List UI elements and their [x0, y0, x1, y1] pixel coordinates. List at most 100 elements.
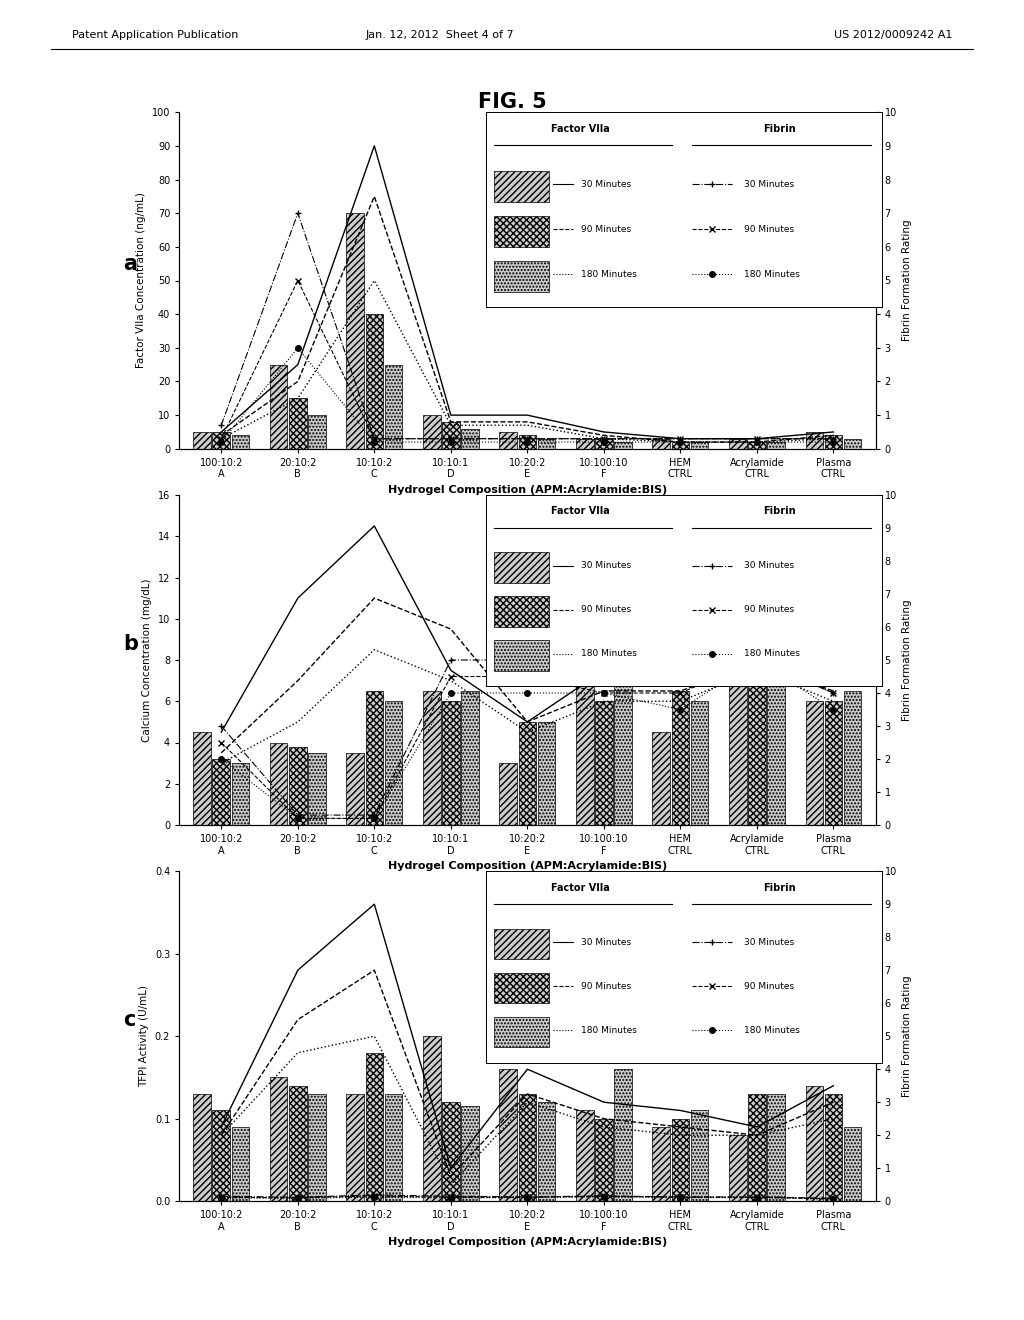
Bar [767, 442, 784, 449]
Bar [461, 1106, 479, 1201]
Bar [308, 752, 326, 825]
Bar [366, 314, 383, 449]
Bar [308, 1094, 326, 1201]
Bar [824, 701, 842, 825]
Bar [729, 1135, 746, 1201]
Text: Fibrin: Fibrin [763, 124, 796, 133]
Bar [346, 752, 364, 825]
Text: Jan. 12, 2012  Sheet 4 of 7: Jan. 12, 2012 Sheet 4 of 7 [366, 30, 515, 41]
Bar [385, 701, 402, 825]
Bar [729, 660, 746, 825]
Bar [844, 438, 861, 449]
Bar [494, 552, 549, 583]
Bar [442, 701, 460, 825]
Bar [213, 1110, 230, 1201]
Bar [806, 1085, 823, 1201]
Bar [538, 438, 555, 449]
Bar [494, 640, 549, 671]
Bar [346, 1094, 364, 1201]
Bar [461, 690, 479, 825]
Bar [385, 1094, 402, 1201]
Y-axis label: Fibrin Formation Rating: Fibrin Formation Rating [902, 219, 912, 342]
Text: 180 Minutes: 180 Minutes [581, 1026, 637, 1035]
Bar [691, 1110, 709, 1201]
Bar [652, 1127, 670, 1201]
Y-axis label: Factor VIIa Concentration (ng/mL): Factor VIIa Concentration (ng/mL) [136, 193, 146, 368]
Y-axis label: Fibrin Formation Rating: Fibrin Formation Rating [902, 975, 912, 1097]
Bar [442, 422, 460, 449]
Bar [672, 1119, 689, 1201]
Bar [575, 1110, 594, 1201]
Bar [652, 438, 670, 449]
Bar [729, 438, 746, 449]
Bar [231, 763, 249, 825]
Bar [614, 1069, 632, 1201]
Bar [749, 1094, 766, 1201]
Text: 90 Minutes: 90 Minutes [743, 982, 794, 990]
Bar [494, 215, 549, 247]
Text: Fibrin: Fibrin [763, 507, 796, 516]
Bar [844, 690, 861, 825]
Bar [461, 429, 479, 449]
Bar [518, 1094, 537, 1201]
Bar [194, 432, 211, 449]
Bar [500, 1069, 517, 1201]
Bar [518, 436, 537, 449]
Bar [767, 649, 784, 825]
Text: c: c [123, 1010, 135, 1030]
Bar [423, 690, 440, 825]
Text: Factor VIIa: Factor VIIa [552, 883, 610, 892]
Bar [231, 436, 249, 449]
Bar [538, 722, 555, 825]
Text: 180 Minutes: 180 Minutes [743, 649, 800, 659]
Text: 90 Minutes: 90 Minutes [743, 224, 794, 234]
Bar [308, 414, 326, 449]
Bar [575, 681, 594, 825]
X-axis label: Hydrogel Composition (APM:Acrylamide:BIS): Hydrogel Composition (APM:Acrylamide:BIS… [388, 484, 667, 495]
Text: 90 Minutes: 90 Minutes [581, 224, 631, 234]
Bar [213, 759, 230, 825]
Bar [500, 432, 517, 449]
Text: 180 Minutes: 180 Minutes [581, 269, 637, 279]
Bar [494, 170, 549, 202]
Text: Factor VIIa: Factor VIIa [552, 507, 610, 516]
Bar [289, 1085, 306, 1201]
Bar [824, 436, 842, 449]
Bar [194, 733, 211, 825]
Bar [385, 364, 402, 449]
Text: 30 Minutes: 30 Minutes [581, 937, 631, 946]
Bar [346, 214, 364, 449]
Bar [500, 763, 517, 825]
Text: 30 Minutes: 30 Minutes [581, 561, 631, 570]
Bar [806, 701, 823, 825]
Bar [614, 442, 632, 449]
Bar [824, 1094, 842, 1201]
Bar [270, 364, 288, 449]
Bar [749, 442, 766, 449]
Bar [844, 1127, 861, 1201]
Text: 30 Minutes: 30 Minutes [581, 180, 631, 189]
Bar [213, 432, 230, 449]
Bar [494, 260, 549, 292]
Text: FIG. 5: FIG. 5 [477, 92, 547, 112]
Text: a: a [123, 253, 137, 273]
X-axis label: Hydrogel Composition (APM:Acrylamide:BIS): Hydrogel Composition (APM:Acrylamide:BIS… [388, 861, 667, 871]
Bar [575, 438, 594, 449]
Bar [652, 733, 670, 825]
Bar [494, 929, 549, 960]
Bar [538, 1102, 555, 1201]
Bar [423, 1036, 440, 1201]
Bar [494, 1016, 549, 1047]
Text: Patent Application Publication: Patent Application Publication [72, 30, 238, 41]
Text: 90 Minutes: 90 Minutes [581, 606, 631, 614]
Bar [672, 442, 689, 449]
Text: Factor VIIa: Factor VIIa [552, 124, 610, 133]
Text: 180 Minutes: 180 Minutes [743, 269, 800, 279]
Bar [518, 722, 537, 825]
Bar [595, 701, 612, 825]
Text: 30 Minutes: 30 Minutes [743, 180, 794, 189]
Bar [231, 1127, 249, 1201]
Bar [270, 1077, 288, 1201]
Bar [767, 1094, 784, 1201]
Bar [494, 597, 549, 627]
